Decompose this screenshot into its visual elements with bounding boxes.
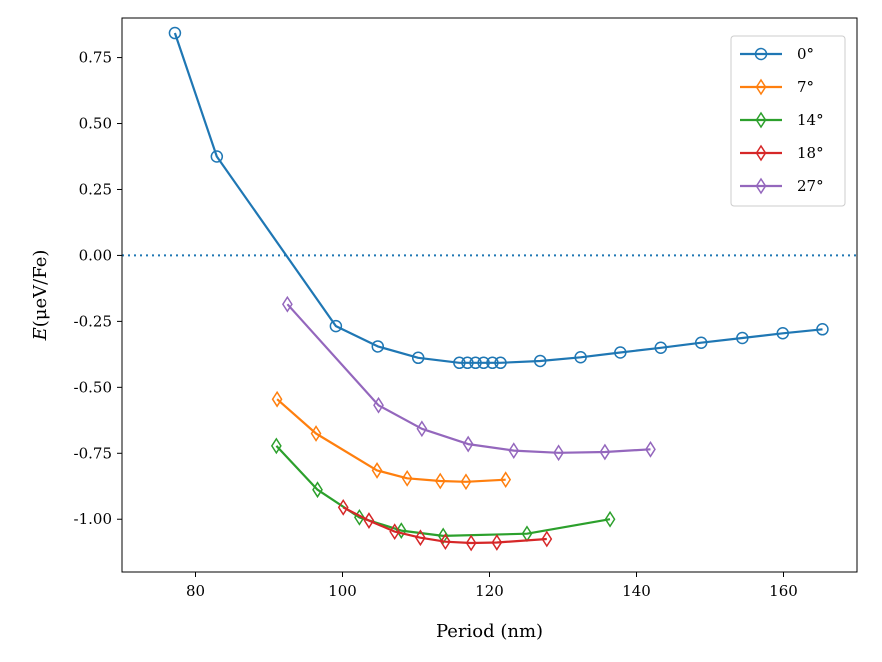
data-point [614, 346, 627, 359]
data-point [371, 340, 385, 353]
legend-marker [754, 47, 768, 61]
data-point [373, 396, 384, 414]
data-point [210, 150, 224, 163]
data-point [310, 425, 322, 442]
x-tick-label: 120 [475, 582, 504, 600]
data-point [440, 533, 451, 551]
legend-item: 0° [740, 45, 814, 63]
x-tick-label: 100 [328, 582, 357, 600]
legend-label: 0° [797, 45, 814, 63]
data-point [389, 523, 401, 541]
x-tick-label: 80 [186, 582, 205, 600]
x-tick-label: 160 [769, 582, 798, 600]
series-line [286, 303, 651, 454]
data-point [460, 473, 472, 491]
y-axis-label-symbol: E [30, 327, 51, 341]
legend-marker [755, 78, 767, 96]
legend-item: 14° [740, 111, 824, 129]
y-tick-label: -0.25 [74, 312, 112, 330]
data-point [168, 26, 182, 40]
data-point [494, 356, 507, 370]
data-point [477, 356, 490, 370]
data-point [599, 443, 611, 461]
data-point [395, 522, 407, 539]
series-0 [168, 26, 829, 370]
data-point [337, 498, 349, 516]
y-axis-label-unit: (μeV/Fe) [30, 250, 51, 328]
data-point [415, 529, 426, 547]
legend-marker [755, 144, 767, 162]
x-tick-label: 140 [622, 582, 651, 600]
data-point [500, 471, 512, 489]
series-3 [337, 498, 553, 552]
data-point [453, 356, 466, 370]
legend-box [730, 35, 846, 207]
data-point [363, 512, 375, 529]
data-point [401, 469, 413, 487]
y-tick-label: 0.75 [79, 49, 112, 67]
data-point [469, 356, 482, 370]
series-2 [270, 437, 616, 545]
series-line [275, 445, 611, 537]
series-line [342, 506, 547, 545]
data-point [411, 351, 425, 365]
data-point [462, 435, 474, 453]
legend-label: 7° [797, 78, 814, 96]
series-line [276, 398, 506, 483]
legend-item: 27° [740, 177, 824, 195]
data-point [541, 530, 553, 548]
data-point [736, 331, 749, 345]
y-tick-label: -0.75 [74, 444, 112, 462]
data-point [270, 437, 282, 455]
data-point [271, 390, 283, 408]
legend-label: 18° [797, 144, 824, 162]
data-point [508, 442, 520, 460]
series-1 [271, 390, 512, 491]
data-point [776, 327, 790, 340]
legend: 0° 7° 14° 18° 27° [730, 35, 846, 207]
data-point [574, 351, 587, 364]
data-point [371, 462, 383, 479]
y-axis-label: E(μeV/Fe) [30, 250, 51, 342]
y-tick-label: 0.50 [79, 115, 112, 133]
data-point [553, 444, 564, 462]
data-point [461, 356, 474, 370]
data-point [694, 336, 708, 349]
series-line [173, 32, 823, 364]
y-tick-label: 0.00 [79, 246, 112, 264]
data-point [329, 319, 343, 333]
data-point [816, 323, 829, 336]
data-point [654, 341, 668, 355]
data-point [604, 510, 616, 528]
y-tick-label: -1.00 [74, 510, 112, 528]
legend-item: 7° [740, 78, 814, 96]
data-point [437, 527, 449, 545]
legend-label: 14° [797, 111, 824, 129]
data-point [533, 354, 547, 368]
data-point [281, 295, 293, 313]
legend-item: 18° [740, 144, 824, 162]
data-point [491, 534, 503, 551]
y-tick-label: -0.50 [74, 378, 112, 396]
series-4 [281, 295, 656, 462]
y-tick-label: 0.25 [79, 180, 112, 198]
data-point [416, 420, 428, 438]
data-point [434, 472, 446, 490]
data-point [645, 440, 656, 458]
legend-label: 27° [797, 177, 824, 195]
legend-marker [755, 111, 767, 129]
legend-marker [755, 177, 767, 195]
data-point [465, 534, 477, 552]
x-axis-label: Period (nm) [436, 621, 543, 642]
data-point [312, 481, 323, 499]
data-point [486, 356, 499, 370]
